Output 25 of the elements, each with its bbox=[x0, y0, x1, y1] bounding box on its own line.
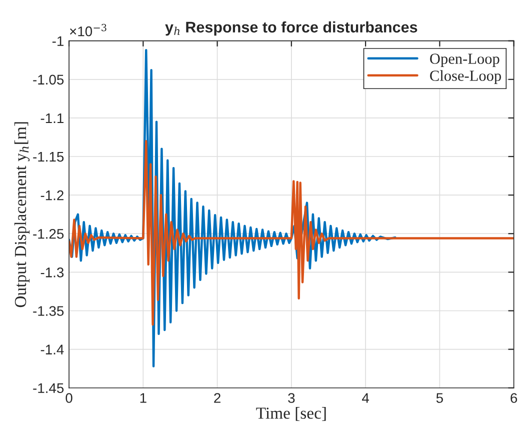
legend-label: Open-Loop bbox=[430, 54, 500, 68]
y-tick-label: -1.15 bbox=[33, 152, 64, 162]
y-tick-label: -1.3 bbox=[40, 268, 64, 278]
y-tick-label: -1.4 bbox=[40, 344, 64, 354]
y-tick-label: -1.2 bbox=[40, 190, 64, 200]
x-tick-label: 5 bbox=[436, 393, 443, 403]
chart-title: y$_{h}$ Response to force disturbances bbox=[165, 21, 418, 36]
x-tick-label: 1 bbox=[140, 393, 146, 403]
x-tick-label: 6 bbox=[510, 393, 518, 403]
x-tick-label: 3 bbox=[288, 393, 295, 403]
line-series bbox=[69, 140, 514, 326]
text: ×10$^{−3}$ bbox=[70, 24, 106, 36]
x-tick-label: 4 bbox=[362, 393, 370, 403]
y-tick-label: -1.35 bbox=[33, 306, 64, 316]
y-tick-label: -1 bbox=[52, 36, 64, 46]
y-tick-label: -1.05 bbox=[33, 74, 64, 85]
x-tick-label: 2 bbox=[214, 393, 220, 403]
x-tick-label: 0 bbox=[66, 393, 72, 403]
x-axis-title: Time [sec] bbox=[256, 407, 326, 421]
y-tick-label: -1.1 bbox=[40, 113, 64, 123]
y-tick-label: -1.45 bbox=[33, 383, 64, 394]
y-axis-title: Output Displacement y$_{h}$[m] bbox=[14, 122, 30, 308]
legend-label: Close-Loop bbox=[430, 70, 501, 84]
y-tick-label: -1.25 bbox=[33, 228, 64, 239]
line-series bbox=[69, 48, 396, 368]
